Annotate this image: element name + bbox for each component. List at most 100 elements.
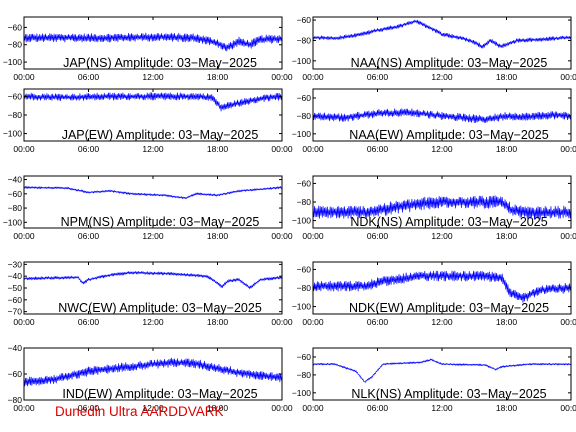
x-tick-label: 06:00 (78, 403, 100, 413)
plot-area (24, 17, 282, 69)
x-tick-label: 12:00 (431, 72, 453, 82)
x-tick-label: 06:00 (367, 231, 389, 241)
plot-area (313, 348, 571, 400)
panel-title: IND(EW) Amplitude: 03−May−2025 (62, 387, 257, 401)
x-tick-label: 06:00 (78, 144, 100, 154)
x-tick-label: 00:00 (271, 72, 293, 82)
x-tick-label: 00:00 (560, 317, 576, 327)
x-tick-label: 00:00 (560, 231, 576, 241)
panel-title: NPM(NS) Amplitude: 03−May−2025 (61, 215, 260, 229)
y-tick-label: −100 (292, 216, 311, 226)
x-tick-label: 00:00 (271, 317, 293, 327)
x-tick-label: 12:00 (142, 231, 164, 241)
x-tick-label: 18:00 (207, 403, 229, 413)
y-tick-label: −60 (8, 189, 23, 199)
y-tick-label: −100 (3, 129, 22, 139)
x-tick-label: 12:00 (431, 231, 453, 241)
panel-10: −60 −80 −100 00:00 06:00 12:00 18:00 00:00 NLK(N… (292, 347, 576, 413)
y-tick-label: −40 (8, 175, 23, 185)
amplitude-trace-1 (312, 19, 572, 49)
y-tick-label: −100 (3, 217, 22, 227)
x-tick-label: 00:00 (271, 144, 293, 154)
x-tick-label: 18:00 (496, 144, 518, 154)
y-tick-label: −100 (292, 302, 311, 312)
x-tick-label: 18:00 (207, 144, 229, 154)
x-tick-label: 12:00 (142, 72, 164, 82)
amplitude-trace-1 (312, 270, 572, 303)
panel-title: NAA(EW) Amplitude: 03−May−2025 (349, 128, 548, 142)
panel-8: −60 −80 −100 00:00 06:00 12:00 18:00 00:00 NDK(E… (292, 261, 576, 327)
y-tick-label: −30 (8, 259, 23, 269)
y-tick-label: −80 (8, 40, 23, 50)
x-tick-label: 00:00 (302, 72, 324, 82)
panel-5: −40 −60 −80 −100 00:00 06:00 12:00 18:00 00:00 NP… (3, 175, 293, 241)
x-tick-label: 00:00 (271, 403, 293, 413)
x-tick-label: 06:00 (367, 317, 389, 327)
panel-title: NLK(NS) Amplitude: 03−May−2025 (351, 387, 546, 401)
y-tick-label: −40 (8, 271, 23, 281)
y-tick-label: −80 (8, 395, 23, 405)
amplitude-trace-1 (23, 357, 283, 387)
y-tick-label: −60 (297, 15, 312, 25)
x-tick-label: 12:00 (431, 403, 453, 413)
panel-title: NWC(EW) Amplitude: 03−May−2025 (58, 301, 262, 315)
y-tick-label: −70 (8, 307, 23, 317)
y-tick-label: −60 (8, 295, 23, 305)
x-tick-label: 00:00 (13, 72, 35, 82)
y-tick-label: −60 (297, 178, 312, 188)
plot-area (24, 176, 282, 228)
y-tick-label: −50 (8, 283, 23, 293)
x-tick-label: 18:00 (207, 231, 229, 241)
amplitude-trace-1 (23, 32, 283, 52)
y-tick-label: −100 (292, 388, 311, 398)
amplitude-trace-1 (23, 186, 283, 200)
y-tick-label: −100 (3, 57, 22, 67)
x-tick-label: 12:00 (431, 144, 453, 154)
x-tick-label: 00:00 (302, 317, 324, 327)
panel-title: NAA(NS) Amplitude: 03−May−2025 (351, 56, 548, 70)
panel-6: −60 −80 −100 00:00 06:00 12:00 18:00 00:00 NDK(N… (292, 175, 576, 241)
panel-title: JAP(EW) Amplitude: 03−May−2025 (62, 128, 259, 142)
amplitude-trace-1 (23, 270, 283, 290)
y-tick-label: −60 (297, 93, 312, 103)
x-tick-label: 00:00 (560, 72, 576, 82)
x-tick-label: 00:00 (560, 403, 576, 413)
y-tick-label: −80 (297, 283, 312, 293)
y-tick-label: −60 (8, 22, 23, 32)
x-tick-label: 00:00 (302, 403, 324, 413)
x-tick-label: 18:00 (496, 231, 518, 241)
y-tick-label: −60 (297, 264, 312, 274)
y-tick-label: −60 (8, 369, 23, 379)
panel-title: NDK(NS) Amplitude: 03−May−2025 (350, 215, 547, 229)
x-tick-label: 00:00 (560, 144, 576, 154)
plot-area (313, 17, 571, 69)
x-tick-label: 06:00 (367, 144, 389, 154)
x-tick-label: 00:00 (13, 144, 35, 154)
plot-area (313, 262, 571, 314)
y-tick-label: −80 (297, 35, 312, 45)
y-tick-label: −100 (292, 56, 311, 66)
y-tick-label: −60 (297, 352, 312, 362)
y-tick-label: −80 (8, 203, 23, 213)
y-tick-label: −80 (297, 197, 312, 207)
x-tick-label: 18:00 (496, 403, 518, 413)
footer-label: Dunedin Ultra AARDDVARK (55, 404, 224, 419)
x-tick-label: 06:00 (367, 72, 389, 82)
y-tick-label: −80 (297, 111, 312, 121)
x-tick-label: 06:00 (78, 72, 100, 82)
panel-3: −60 −80 −100 00:00 06:00 12:00 18:00 00:00 JAP(E… (3, 88, 293, 154)
x-tick-label: 00:00 (13, 317, 35, 327)
x-tick-label: 00:00 (13, 403, 35, 413)
y-tick-label: −60 (8, 91, 23, 101)
panel-1: −60 −80 −100 00:00 06:00 12:00 18:00 00:00 JAP(N… (3, 16, 293, 82)
plot-area (313, 176, 571, 228)
x-tick-label: 18:00 (207, 317, 229, 327)
plot-area (24, 262, 282, 314)
x-tick-label: 18:00 (496, 317, 518, 327)
amplitude-trace-1 (23, 92, 283, 112)
panel-title: JAP(NS) Amplitude: 03−May−2025 (63, 56, 257, 70)
x-tick-label: 06:00 (367, 403, 389, 413)
x-tick-label: 06:00 (78, 317, 100, 327)
